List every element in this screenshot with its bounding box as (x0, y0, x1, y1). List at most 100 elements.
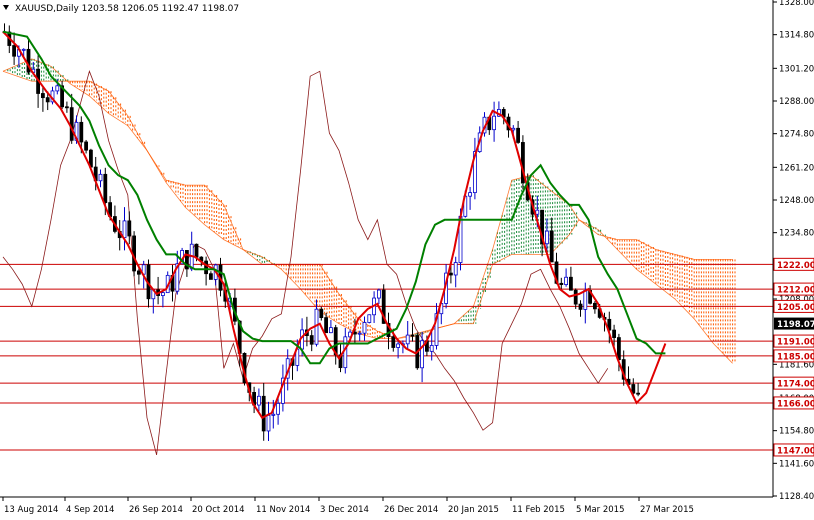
candle-body (175, 263, 180, 292)
candle-body (208, 273, 213, 280)
candle-body (564, 276, 568, 285)
y-tick-label: 1141.60 (779, 459, 814, 469)
candle-body (472, 151, 477, 194)
candle-body (559, 282, 564, 285)
level-label: 1191.00 (777, 338, 814, 348)
y-tick-label: 1274.80 (779, 130, 814, 140)
candle-body (540, 209, 544, 245)
candle-body (41, 93, 45, 99)
level-label: 1185.00 (777, 352, 814, 362)
candle-body (261, 395, 266, 432)
candle-body (12, 45, 17, 57)
tenkan-sen-line (2, 31, 667, 420)
level-label-box (773, 257, 814, 271)
candle-body (573, 289, 578, 305)
candle-body (98, 173, 103, 182)
chart-header: XAUUSD,Daily 1203.58 1206.05 1192.47 119… (3, 4, 239, 14)
y-tick-label: 1181.60 (779, 360, 814, 370)
candle-body (367, 314, 372, 323)
candle-body (396, 343, 401, 348)
y-tick-label: 1261.20 (779, 163, 814, 173)
candle-body (453, 262, 458, 276)
level-label: 1205.00 (777, 303, 814, 313)
triangle-down-icon[interactable] (3, 5, 9, 10)
y-tick-label: 1328.00 (779, 0, 814, 8)
candle-body (410, 334, 415, 337)
candle-body (468, 192, 473, 197)
kijun-sen-line (2, 30, 666, 365)
level-label-box (773, 282, 814, 296)
level-label: 1174.00 (777, 380, 814, 390)
candle-body (434, 313, 439, 346)
candle-body (617, 337, 621, 361)
level-label-box (773, 376, 814, 390)
candle-body (631, 384, 636, 394)
candle-body (21, 48, 26, 51)
candle-body (309, 335, 314, 345)
chikou-span-line (2, 70, 609, 456)
candle-body (79, 121, 84, 143)
tenkan-sen (2, 31, 667, 420)
candle-body (328, 327, 333, 334)
candle-body (136, 270, 141, 275)
y-tick-label: 1248.00 (779, 196, 814, 206)
x-tick-label: 13 Aug 2014 (4, 505, 58, 515)
y-tick-label: 1154.80 (779, 427, 814, 437)
support-resistance-lines (0, 263, 773, 451)
current-price-box (774, 317, 814, 330)
level-label: 1147.00 (777, 446, 814, 456)
candle-body (492, 115, 497, 131)
candle-body (55, 85, 60, 92)
level-label: 1166.00 (777, 399, 814, 409)
candle-body (429, 345, 434, 352)
candle-body (357, 332, 362, 335)
level-label-box (773, 334, 814, 348)
candle-body (194, 243, 199, 258)
candle-body (184, 250, 189, 270)
candle-body (362, 322, 367, 334)
chart-title: XAUUSD,Daily 1203.58 1206.05 1192.47 119… (15, 4, 239, 14)
candle-body (549, 230, 554, 263)
x-tick-label: 26 Dec 2014 (384, 505, 438, 515)
candle-body (45, 97, 50, 103)
candle-body (324, 317, 329, 334)
candle-body (636, 392, 640, 395)
candle-body (583, 290, 588, 310)
current-price-label: 1198.07 (777, 320, 814, 330)
x-tick-label: 26 Sep 2014 (129, 505, 183, 515)
level-price-labels: 1222.00 1212.00 1205.00 1191.00 1185.00 1174.… (773, 257, 814, 457)
candle-body (569, 276, 573, 291)
candle-body (319, 308, 324, 319)
x-tick-label: 3 Dec 2014 (320, 505, 369, 515)
candle-body (545, 230, 549, 245)
chikou-span (2, 70, 609, 456)
candle-body (593, 302, 597, 310)
time-axis: 13 Aug 2014 4 Sep 2014 26 Sep 2014 20 Oct 2… (2, 497, 694, 515)
y-tick-label: 1314.80 (779, 31, 814, 41)
y-tick-label: 1288.00 (779, 97, 814, 107)
candle-body (256, 395, 261, 406)
candle-body (343, 336, 348, 369)
level-label-box (773, 299, 814, 313)
candle-body (607, 318, 612, 331)
candle-body (69, 107, 74, 141)
candle-body (60, 85, 64, 108)
x-tick-label: 4 Sep 2014 (66, 505, 114, 515)
candle-body (405, 334, 410, 345)
candle-body (391, 336, 396, 348)
candle-body (266, 414, 271, 432)
level-label: 1212.00 (777, 286, 814, 296)
level-label: 1222.00 (777, 261, 814, 271)
x-tick-label: 11 Feb 2015 (512, 505, 565, 515)
x-tick-label: 5 Mar 2015 (576, 505, 624, 515)
candle-body (612, 329, 616, 338)
candle-body (65, 106, 69, 109)
y-tick-label: 1128.40 (779, 492, 814, 502)
candle-body (204, 260, 209, 275)
level-label-box (773, 349, 814, 363)
level-label-box (773, 396, 814, 410)
candle-body (84, 141, 88, 151)
